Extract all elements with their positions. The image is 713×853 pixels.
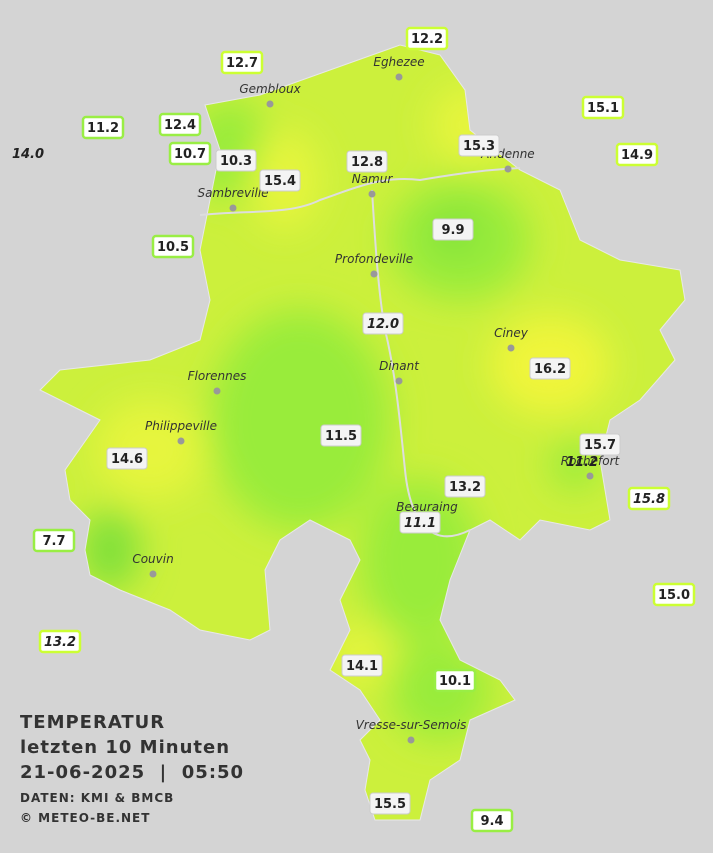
city-name: Gembloux (239, 82, 301, 96)
city-name: Beauraing (396, 500, 458, 514)
station-value: 12.0 (367, 317, 399, 332)
stations: 12.2 12.7 15.1 11.2 12.4 14.0 10.7 10.3 15.3 14.9… (12, 26, 696, 833)
city-name: Ciney (494, 326, 529, 340)
station-box (432, 218, 474, 241)
station-box (627, 486, 671, 511)
station-value: 14.0 (12, 147, 44, 162)
station-box (652, 582, 696, 607)
city-name: Namur (352, 172, 394, 186)
city-dot (370, 270, 378, 278)
city-dot (266, 100, 274, 108)
station-box (341, 654, 383, 677)
station-box (38, 629, 82, 654)
station-value: 15.1 (587, 101, 619, 116)
station-box (529, 357, 571, 380)
station-value: 12.7 (226, 56, 258, 71)
station-value: 10.3 (220, 154, 252, 169)
city-dot (507, 344, 515, 352)
timestamp: 21-06-2025 | 05:50 (20, 762, 245, 783)
station-box (405, 26, 449, 51)
station-value: 15.3 (463, 139, 495, 154)
station-value: 11.5 (325, 429, 357, 444)
city-name: Dinant (379, 359, 420, 373)
station-value: 10.1 (439, 674, 471, 689)
station-box (220, 50, 264, 75)
station-value: 16.2 (534, 362, 566, 377)
station-value: 11.1 (404, 516, 436, 531)
station-value: 15.7 (584, 438, 616, 453)
station-box (581, 95, 625, 120)
station-box (399, 511, 441, 534)
station-value: 14.9 (621, 148, 653, 163)
city-dot (149, 570, 157, 578)
city-name: Philippeville (145, 419, 217, 433)
station-value: 12.2 (411, 32, 443, 47)
station-value: 12.8 (351, 155, 383, 170)
station-value: 13.2 (44, 635, 76, 650)
station-value: 15.5 (374, 797, 406, 812)
station-value: 11.2 (566, 455, 598, 470)
station-box (320, 424, 362, 447)
city-dot (586, 472, 594, 480)
station-value: 15.4 (264, 174, 296, 189)
station-box (470, 808, 514, 833)
station-value: 15.0 (658, 588, 690, 603)
station-box (106, 447, 148, 470)
station-value: 7.7 (42, 534, 65, 549)
station-box (433, 668, 477, 693)
city-dot (395, 73, 403, 81)
station-box (458, 134, 500, 157)
city-dot (213, 387, 221, 395)
station-box (615, 142, 659, 167)
city-name: Vresse-sur-Semois (356, 718, 467, 732)
city-dot (504, 165, 512, 173)
station-box (81, 115, 125, 140)
city-name: Rochefort (561, 454, 621, 468)
station-value: 10.5 (157, 240, 189, 255)
city-dot (407, 736, 415, 744)
station-box (362, 312, 404, 335)
station-value: 9.9 (441, 223, 464, 238)
station-box (215, 149, 257, 172)
station-box (369, 792, 411, 815)
station-value: 12.4 (164, 118, 196, 133)
station-value: 14.1 (346, 659, 378, 674)
city-name: Sambreville (197, 186, 268, 200)
city-dot (368, 190, 376, 198)
station-box (168, 141, 212, 166)
cities: EghezeeGemblouxAndenneSambrevilleNamurPr… (132, 55, 621, 744)
station-box (32, 528, 76, 553)
station-box (158, 112, 202, 137)
station-box (444, 475, 486, 498)
city-name: Profondeville (335, 252, 413, 266)
subtitle: letzten 10 Minuten (20, 737, 231, 758)
station-value: 9.4 (480, 814, 503, 829)
city-name: Couvin (132, 552, 173, 566)
station-value: 13.2 (449, 480, 481, 495)
station-value: 10.7 (174, 147, 206, 162)
station-value: 11.2 (87, 121, 119, 136)
city-dot (177, 437, 185, 445)
station-box (259, 169, 301, 192)
station-value: 15.8 (633, 492, 665, 507)
city-dot (395, 377, 403, 385)
copyright: © METEO-BE.NET (20, 811, 151, 825)
city-dot (229, 204, 237, 212)
city-name: Eghezee (373, 55, 424, 69)
station-box (151, 234, 195, 259)
title: TEMPERATUR (20, 712, 166, 733)
source: DATEN: KMI & BMCB (20, 791, 175, 805)
station-box (346, 150, 388, 173)
station-box (579, 433, 621, 456)
city-name: Florennes (188, 369, 247, 383)
river (199, 167, 521, 216)
station-value: 14.6 (111, 452, 143, 467)
